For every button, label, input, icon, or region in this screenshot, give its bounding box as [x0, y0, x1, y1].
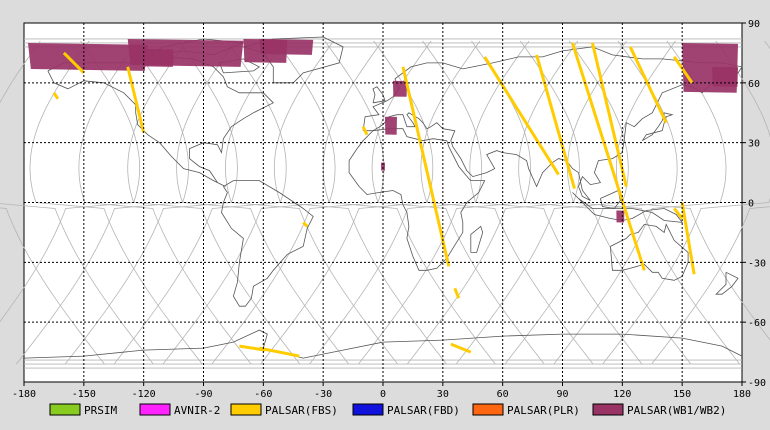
- lon-tick-label: 180: [733, 389, 751, 400]
- lon-tick-label: -180: [12, 389, 36, 400]
- coastline: [572, 192, 684, 223]
- lat-tick-label: 90: [748, 19, 760, 30]
- wb-footprint: [616, 210, 625, 223]
- wb-footprint: [381, 162, 385, 171]
- lon-tick-label: -120: [132, 389, 156, 400]
- fbs-strip: [483, 56, 560, 176]
- legend-label: PALSAR(FBS): [265, 404, 338, 417]
- legend-label: PALSAR(PLR): [507, 404, 580, 417]
- fbs-strip: [302, 221, 309, 228]
- lon-tick-label: -150: [72, 389, 96, 400]
- wb-footprint: [392, 80, 407, 97]
- fbs-strip: [361, 126, 369, 136]
- coastline: [23, 329, 743, 359]
- lon-tick-label: 30: [437, 389, 449, 400]
- orbit-track: [602, 40, 770, 365]
- lon-tick-label: -60: [254, 389, 272, 400]
- palsar-fbs-footprints: [52, 42, 696, 358]
- orbit-track: [651, 40, 770, 365]
- coastline: [372, 86, 386, 104]
- fbs-strip: [590, 42, 628, 187]
- coastline: [47, 56, 274, 187]
- coastline: [470, 225, 484, 253]
- fbs-strip: [126, 66, 146, 134]
- fbs-strip: [453, 287, 461, 299]
- fbs-strip: [571, 42, 646, 271]
- wb-footprint: [384, 116, 397, 135]
- coastline: [221, 180, 314, 307]
- orbit-track: [225, 40, 399, 365]
- lon-tick-label: 120: [613, 389, 631, 400]
- fbs-strip: [52, 91, 60, 100]
- lat-tick-label: -30: [748, 258, 766, 269]
- legend-label: PALSAR(FBD): [387, 404, 460, 417]
- coastline: [348, 128, 486, 271]
- fbs-strip: [62, 51, 85, 74]
- lon-tick-label: -30: [314, 389, 332, 400]
- legend-swatch: [352, 403, 384, 416]
- lon-tick-label: -90: [194, 389, 212, 400]
- fbs-strip: [450, 342, 472, 354]
- lat-tick-label: 60: [748, 79, 760, 90]
- fbs-strip: [401, 66, 451, 267]
- coastline: [362, 46, 743, 201]
- coastline: [715, 271, 739, 295]
- lat-tick-label: -60: [748, 318, 766, 329]
- coastline: [600, 189, 621, 209]
- lon-tick-label: 60: [497, 389, 509, 400]
- legend: PRSIM AVNIR-2 PALSAR(FBS) PALSAR(FBD) PALSAR…: [49, 403, 726, 417]
- fbs-strip: [628, 46, 668, 124]
- legend-label: PRSIM: [84, 404, 117, 417]
- coastline: [641, 112, 674, 142]
- legend-swatch: [472, 403, 504, 416]
- wb-footprint: [143, 48, 174, 67]
- fbs-strip: [673, 207, 684, 220]
- lon-tick-label: 0: [380, 389, 386, 400]
- latitude-tick-labels: 90 60 30 0 -30 -60 -90: [742, 19, 766, 389]
- orbit-track: [0, 40, 154, 365]
- orbit-track: [176, 40, 350, 365]
- fbs-strip: [672, 56, 694, 84]
- orbit-track: [469, 40, 643, 365]
- coastlines: [23, 36, 743, 359]
- wb-footprint: [712, 66, 739, 87]
- fbs-strip: [535, 54, 576, 189]
- lon-tick-label: 90: [556, 389, 568, 400]
- orbit-track: [420, 40, 594, 365]
- orbit-track: [0, 207, 105, 365]
- legend-swatch: [592, 403, 624, 416]
- palsar-wb-footprints: [27, 38, 739, 223]
- wb-footprint: [27, 42, 148, 71]
- lat-tick-label: -90: [748, 378, 766, 389]
- lat-tick-label: 0: [748, 199, 754, 210]
- legend-swatch: [49, 403, 81, 416]
- lon-tick-label: 150: [673, 389, 691, 400]
- lat-tick-label: 30: [748, 139, 760, 150]
- legend-label: PALSAR(WB1/WB2): [627, 404, 726, 417]
- legend-swatch: [230, 403, 262, 416]
- legend-label: AVNIR-2: [174, 404, 220, 417]
- longitude-tick-labels: -180 -150 -120 -90 -60 -30 0 30 60 90 120 150 180: [12, 382, 751, 400]
- fbs-strip: [239, 344, 266, 352]
- fbs-strip: [259, 346, 300, 358]
- legend-swatch: [139, 403, 171, 416]
- wb-footprint: [259, 38, 314, 55]
